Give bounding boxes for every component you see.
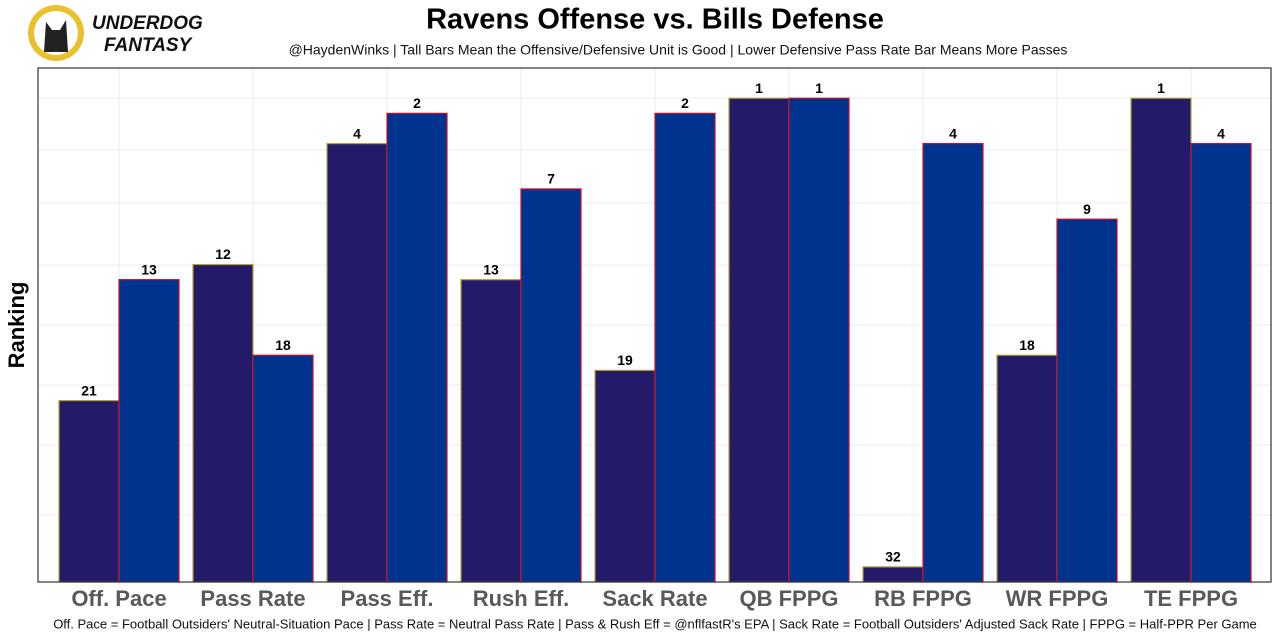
value-label: 9: [1083, 201, 1091, 217]
x-tick-label: Off. Pace: [71, 586, 166, 611]
bar: [862, 566, 924, 583]
bar: [192, 263, 254, 583]
chart-subtitle: @HaydenWinks | Tall Bars Mean the Offens…: [289, 42, 1068, 58]
value-label: 1: [1157, 80, 1165, 96]
logo: UNDERDOG FANTASY: [28, 5, 203, 61]
bar: [520, 188, 582, 583]
panel-border: [37, 67, 1272, 583]
chart-caption: Off. Pace = Football Outsiders' Neutral-…: [53, 616, 1257, 631]
bar: [460, 279, 522, 583]
value-label: 12: [215, 246, 231, 262]
value-label: 13: [483, 261, 499, 277]
bar: [326, 142, 388, 583]
x-tick-label: QB FPPG: [739, 586, 838, 611]
x-tick-label: WR FPPG: [1006, 586, 1109, 611]
logo-text: UNDERDOG: [92, 13, 203, 34]
value-label: 21: [81, 382, 97, 398]
value-label: 13: [141, 261, 157, 277]
x-tick-label: Pass Rate: [200, 586, 305, 611]
value-label: 1: [755, 80, 763, 96]
bar: [594, 369, 656, 583]
x-tick-label: Sack Rate: [602, 586, 707, 611]
bar: [1190, 142, 1252, 583]
value-label: 2: [413, 95, 421, 111]
x-tick-label: RB FPPG: [874, 586, 972, 611]
logo-dog: [44, 20, 68, 52]
value-label: 4: [1217, 125, 1225, 141]
bar: [788, 97, 850, 583]
chart-title: Ravens Offense vs. Bills Defense: [426, 4, 884, 36]
value-label: 18: [275, 337, 291, 353]
bar: [728, 97, 790, 583]
value-label: 4: [353, 125, 361, 141]
value-label: 7: [547, 171, 555, 187]
bar: [654, 112, 716, 583]
value-label: 4: [949, 125, 957, 141]
y-axis-label: Ranking: [4, 282, 29, 369]
bar: [1130, 97, 1192, 583]
value-label: 18: [1019, 337, 1035, 353]
bar: [386, 112, 448, 583]
logo-text: FANTASY: [104, 35, 194, 56]
bar: [996, 354, 1058, 583]
bar: [58, 399, 120, 583]
value-label: 32: [885, 549, 901, 565]
bar: [922, 142, 984, 583]
value-label: 2: [681, 95, 689, 111]
bar: [1056, 218, 1118, 583]
value-label: 1: [815, 80, 823, 96]
bar: [118, 279, 180, 583]
x-tick-label: Pass Eff.: [341, 586, 434, 611]
x-tick-label: TE FPPG: [1144, 586, 1238, 611]
x-tick-label: Rush Eff.: [473, 586, 570, 611]
value-label: 19: [617, 352, 633, 368]
bar: [252, 354, 314, 583]
